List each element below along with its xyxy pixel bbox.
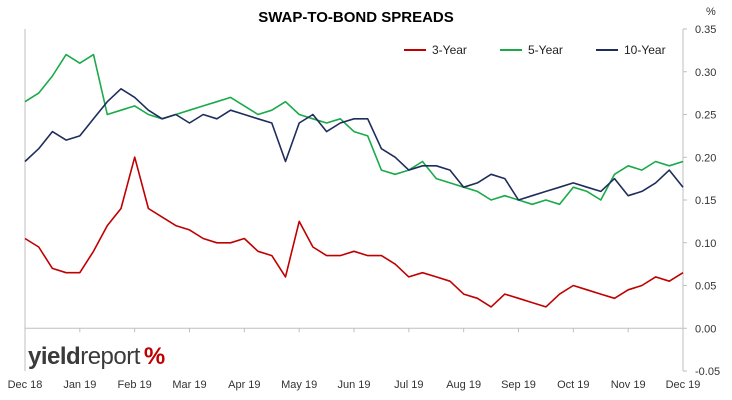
logo-word-yield: yield [28, 343, 80, 370]
y-tick-label: 0.30 [695, 67, 716, 79]
series-line-3-year [24, 156, 684, 308]
x-tick-label: Mar 19 [172, 379, 206, 391]
y-tick-label: 0.25 [695, 110, 716, 122]
x-tick-label: Jun 19 [337, 379, 370, 391]
x-tick-label: Apr 19 [228, 379, 260, 391]
y-tick-label: 0.15 [695, 195, 716, 207]
chart-title: SWAP-TO-BOND SPREADS [258, 9, 454, 26]
legend-label: 10-Year [624, 43, 666, 57]
y-tick-label: 0.05 [695, 281, 716, 293]
y-axis-unit: % [706, 6, 716, 18]
y-tick-label: 0.10 [695, 238, 716, 250]
x-tick-label: Feb 19 [118, 379, 152, 391]
y-tick-label: -0.05 [695, 366, 720, 378]
legend-label: 5-Year [528, 43, 563, 57]
svg-text:yieldreport%: yieldreport% [28, 343, 165, 370]
series-line-5-year [24, 53, 684, 206]
x-tick-label: Dec 18 [8, 379, 43, 391]
x-tick-label: Sep 19 [501, 379, 536, 391]
legend-label: 3-Year [432, 43, 467, 57]
logo: yieldreport% [28, 343, 165, 370]
y-tick-label: 0.35 [695, 24, 716, 36]
x-tick-label: Jul 19 [394, 379, 423, 391]
logo-percent-sign: % [144, 343, 165, 370]
x-tick-label: Dec 19 [666, 379, 701, 391]
y-tick-label: 0.00 [695, 323, 716, 335]
axes: 0.350.300.250.200.150.100.050.00-0.05Dec… [8, 24, 721, 391]
legend: 3-Year 5-Year 10-Year [404, 43, 666, 57]
series-line-10-year [24, 88, 684, 201]
series-layer [24, 53, 684, 308]
x-tick-label: Oct 19 [557, 379, 589, 391]
x-tick-label: May 19 [281, 379, 317, 391]
logo-word-report: report [80, 343, 141, 370]
x-tick-label: Nov 19 [611, 379, 646, 391]
x-tick-label: Jan 19 [63, 379, 96, 391]
x-tick-label: Aug 19 [446, 379, 481, 391]
y-tick-label: 0.20 [695, 152, 716, 164]
